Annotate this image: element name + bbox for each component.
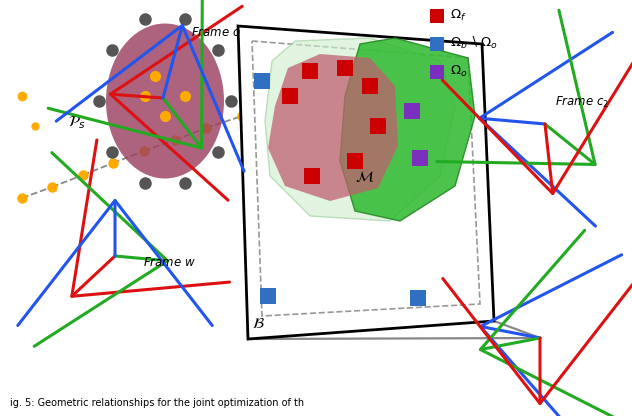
FancyBboxPatch shape xyxy=(430,37,444,51)
Text: ig. 5: Geometric relationships for the joint optimization of th: ig. 5: Geometric relationships for the j… xyxy=(10,398,304,408)
FancyBboxPatch shape xyxy=(430,65,444,79)
FancyBboxPatch shape xyxy=(337,60,353,76)
FancyBboxPatch shape xyxy=(260,288,276,304)
FancyBboxPatch shape xyxy=(370,118,386,134)
FancyBboxPatch shape xyxy=(304,168,320,184)
Polygon shape xyxy=(238,26,494,339)
FancyBboxPatch shape xyxy=(412,150,428,166)
FancyBboxPatch shape xyxy=(410,290,426,306)
Text: $\mathcal{M}$: $\mathcal{M}$ xyxy=(355,169,374,184)
Text: $\mathcal{P}_s$: $\mathcal{P}_s$ xyxy=(68,114,86,131)
Text: $\Omega_o$: $\Omega_o$ xyxy=(450,64,468,79)
FancyBboxPatch shape xyxy=(404,103,420,119)
Ellipse shape xyxy=(106,23,224,178)
Text: $\it{Frame}$ $c_2$: $\it{Frame}$ $c_2$ xyxy=(555,95,609,110)
FancyBboxPatch shape xyxy=(282,88,298,104)
FancyBboxPatch shape xyxy=(302,63,318,79)
Polygon shape xyxy=(268,54,398,201)
FancyBboxPatch shape xyxy=(347,153,363,169)
Polygon shape xyxy=(265,38,455,221)
FancyBboxPatch shape xyxy=(362,78,378,94)
Text: $\Omega_b \setminus \Omega_o$: $\Omega_b \setminus \Omega_o$ xyxy=(450,35,497,51)
Text: $\Omega_f$: $\Omega_f$ xyxy=(450,7,466,22)
Text: $\mathcal{B}$: $\mathcal{B}$ xyxy=(252,316,265,331)
FancyBboxPatch shape xyxy=(254,73,270,89)
Text: $\it{Frame}$ $o$: $\it{Frame}$ $o$ xyxy=(191,26,241,39)
FancyBboxPatch shape xyxy=(430,9,444,23)
Polygon shape xyxy=(340,38,475,221)
Text: $\it{Frame}$ $c_1$: $\it{Frame}$ $c_1$ xyxy=(520,415,574,416)
Text: $\it{Frame}$ $w$: $\it{Frame}$ $w$ xyxy=(143,256,196,269)
